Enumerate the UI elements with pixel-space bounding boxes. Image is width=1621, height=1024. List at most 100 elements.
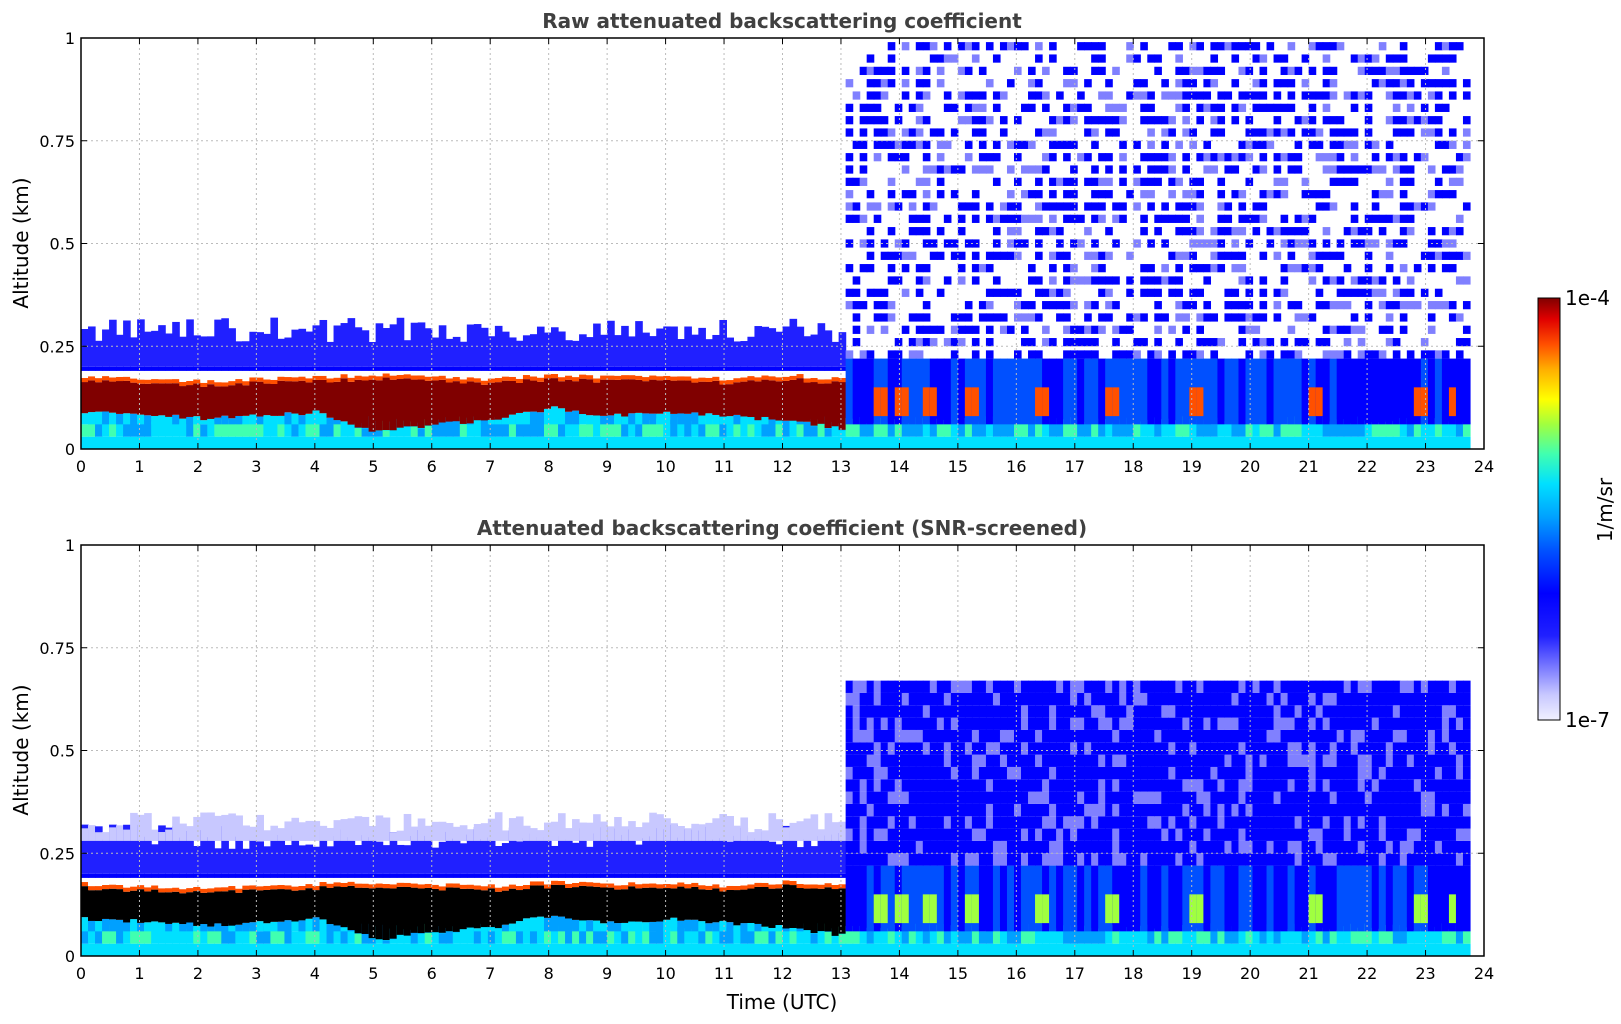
heatmap-cell [1070, 437, 1078, 449]
heatmap-cell [909, 767, 917, 779]
heatmap-cell [1042, 227, 1050, 235]
heatmap-cell [165, 878, 173, 888]
heatmap-cell [1428, 313, 1436, 321]
heatmap-cell [1386, 79, 1394, 87]
heatmap-cell [1253, 779, 1261, 791]
heatmap-cell [1070, 841, 1078, 853]
heatmap-cell [1112, 755, 1120, 767]
heatmap-cell [228, 385, 236, 418]
heatmap-cell [677, 878, 685, 883]
heatmap-cell [1014, 829, 1022, 841]
heatmap-cell [965, 730, 973, 742]
heatmap-cell [516, 367, 524, 371]
heatmap-cell [1281, 829, 1289, 841]
heatmap-cell [467, 377, 475, 381]
heatmap-cell [1365, 359, 1373, 425]
heatmap-cell [172, 817, 180, 841]
heatmap-cell [902, 742, 910, 754]
heatmap-cell [284, 920, 292, 931]
heatmap-cell [1421, 387, 1429, 416]
heatmap-cell [600, 883, 608, 887]
heatmap-cell [705, 886, 713, 890]
heatmap-cell [1400, 264, 1408, 272]
heatmap-cell [1000, 359, 1008, 425]
heatmap-cell [1014, 178, 1022, 186]
heatmap-cell [1035, 252, 1043, 260]
heatmap-cell [1372, 437, 1380, 449]
heatmap-cell [137, 923, 145, 931]
heatmap-cell [151, 367, 159, 371]
heatmap-cell [719, 367, 727, 371]
heatmap-cell [1309, 67, 1317, 75]
heatmap-cell [1386, 116, 1394, 124]
heatmap-cell [1133, 718, 1141, 730]
heatmap-cell [951, 681, 959, 693]
heatmap-cell [1337, 116, 1345, 124]
heatmap-cell [1449, 227, 1457, 235]
heatmap-cell [747, 376, 755, 380]
heatmap-cell [1260, 54, 1268, 62]
heatmap-cell [1365, 816, 1373, 828]
heatmap-cell [930, 326, 938, 334]
heatmap-cell [1337, 841, 1345, 853]
heatmap-cell [1407, 804, 1415, 816]
heatmap-cell [1203, 866, 1211, 932]
heatmap-cell [1267, 227, 1275, 235]
heatmap-cell [1400, 153, 1408, 161]
x-tick-label: 18 [1123, 457, 1143, 476]
heatmap-cell [362, 437, 370, 449]
heatmap-cell [263, 846, 271, 873]
heatmap-cell [895, 705, 903, 717]
heatmap-cell [1014, 359, 1022, 425]
heatmap-cell [1063, 359, 1071, 425]
heatmap-cell [1463, 326, 1471, 334]
heatmap-cell [1203, 67, 1211, 75]
heatmap-cell [1007, 289, 1015, 297]
heatmap-cell [312, 376, 320, 380]
heatmap-cell [186, 319, 194, 366]
heatmap-cell [523, 826, 531, 841]
heatmap-cell [677, 921, 685, 932]
heatmap-cell [530, 412, 538, 425]
heatmap-cell [102, 931, 110, 944]
heatmap-cell [1231, 104, 1239, 112]
heatmap-cell [1330, 944, 1338, 956]
heatmap-cell [972, 792, 980, 804]
heatmap-cell [270, 878, 278, 885]
heatmap-cell [1281, 705, 1289, 717]
heatmap-cell [1133, 866, 1141, 932]
heatmap-cell [1217, 681, 1225, 693]
heatmap-cell [1000, 202, 1008, 210]
heatmap-cell [312, 437, 320, 449]
heatmap-cell [1323, 718, 1331, 730]
heatmap-cell [895, 841, 903, 853]
heatmap-cell [986, 853, 994, 865]
heatmap-cell [1091, 350, 1099, 358]
heatmap-cell [986, 42, 994, 50]
heatmap-cell [642, 822, 650, 840]
heatmap-cell [495, 420, 503, 425]
heatmap-cell [719, 320, 727, 367]
heatmap-cell [537, 412, 545, 424]
heatmap-cell [102, 885, 110, 889]
heatmap-cell [1105, 792, 1113, 804]
heatmap-cell [670, 878, 678, 884]
heatmap-cell [1407, 350, 1415, 358]
heatmap-cell [109, 919, 117, 931]
heatmap-cell [1049, 742, 1057, 754]
heatmap-cell [1182, 437, 1190, 449]
heatmap-cell [1140, 276, 1148, 284]
heatmap-cell [1323, 767, 1331, 779]
heatmap-cell [1253, 755, 1261, 767]
heatmap-cell [1084, 841, 1092, 853]
heatmap-cell [1393, 338, 1401, 346]
heatmap-cell [186, 367, 194, 371]
heatmap-cell [327, 418, 335, 425]
heatmap-cell [768, 885, 776, 889]
heatmap-cell [1330, 730, 1338, 742]
heatmap-cell [804, 367, 812, 371]
heatmap-cell [1316, 128, 1324, 136]
heatmap-cell [972, 693, 980, 705]
heatmap-cell [102, 367, 110, 371]
heatmap-cell [916, 359, 924, 425]
